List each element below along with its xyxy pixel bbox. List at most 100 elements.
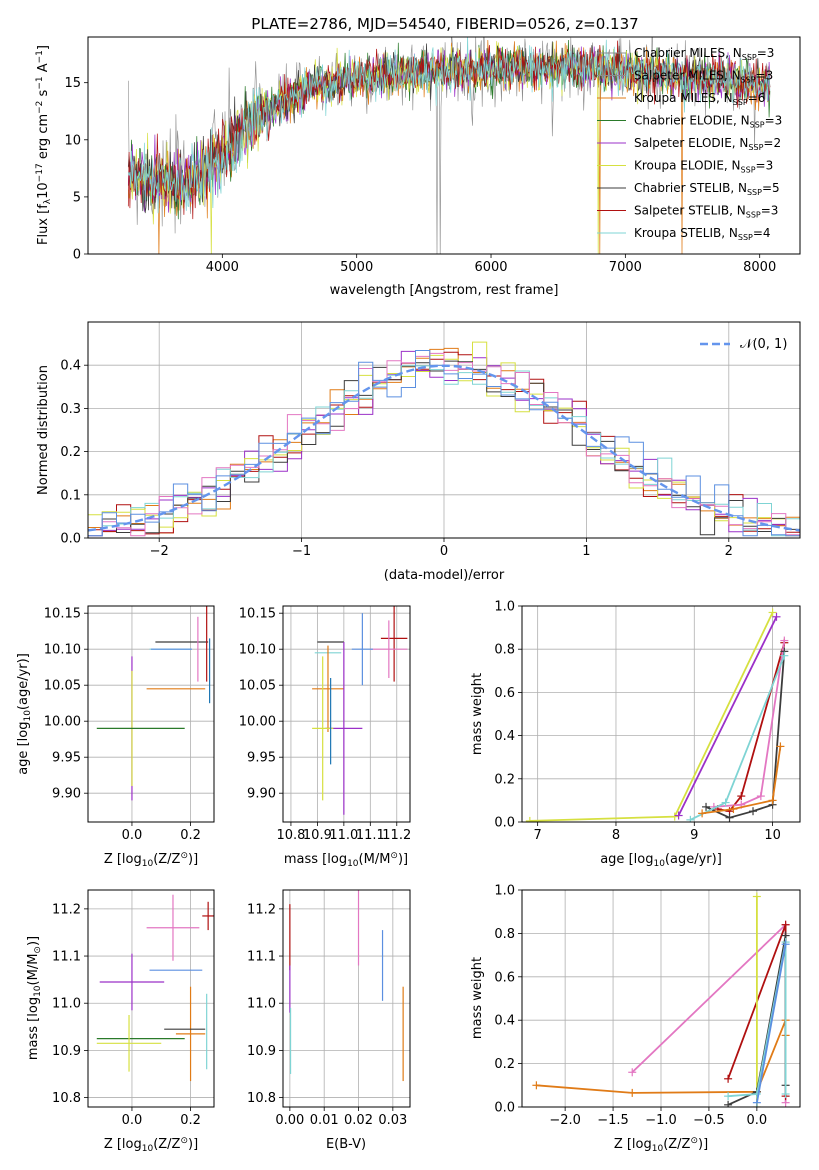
x-tick-label: 0.2 bbox=[180, 1113, 201, 1128]
plot-area-mass_vs_Z bbox=[96, 894, 214, 1082]
spectrum-ylabel-part: 10 bbox=[36, 182, 51, 199]
histogram-series bbox=[88, 350, 800, 537]
x-tick-label: 1 bbox=[582, 544, 590, 559]
age_vs_Z-xlabel-part: Z [log bbox=[104, 852, 142, 867]
spectrum-ylabel-part: −17 bbox=[35, 163, 45, 182]
legend-tail: =3 bbox=[757, 46, 775, 60]
x-tick-label: 8 bbox=[612, 828, 620, 843]
y-tick-label: 10.00 bbox=[44, 715, 81, 730]
x-tick-label: −1.5 bbox=[597, 1113, 629, 1128]
y-tick-label: 10.8 bbox=[52, 1091, 81, 1106]
plot-area-age_vs_Z bbox=[96, 606, 211, 801]
legend-tail: =2 bbox=[763, 136, 781, 150]
weight_vs_age-xlabel: age [log10(age/yr)] bbox=[600, 852, 722, 869]
legend-sub: SSP bbox=[741, 76, 756, 85]
mass_vs_Z-ylabel-part: ⊙ bbox=[33, 946, 43, 954]
spectrum-ylabel-part: λ bbox=[43, 198, 53, 204]
y-tick-label: 10.8 bbox=[247, 1091, 276, 1106]
weight-series-line bbox=[701, 746, 782, 815]
y-tick-label: 0.0 bbox=[494, 816, 515, 831]
x-tick-label: 7000 bbox=[609, 260, 642, 275]
x-tick-label: 0.01 bbox=[310, 1113, 339, 1128]
legend-tail: =6 bbox=[748, 91, 766, 105]
age_vs_mass-xlabel-part: mass [log bbox=[284, 852, 347, 867]
weight_vs_age-xlabel-part: 10 bbox=[653, 859, 665, 869]
x-tick-label: 10 bbox=[764, 828, 781, 843]
x-tick-label: 5000 bbox=[340, 260, 373, 275]
x-tick-label: 10.8 bbox=[276, 828, 305, 843]
age_vs_Z-ylabel-part: 10 bbox=[23, 710, 33, 722]
weight-series-line bbox=[728, 941, 787, 1098]
axes-frame bbox=[521, 605, 801, 823]
residuals-xlabel: (data-model)/error bbox=[384, 568, 505, 583]
spectrum-ylabel-part: −1 bbox=[35, 76, 45, 89]
x-tick-label: −1.0 bbox=[645, 1113, 677, 1128]
spectrum-ylabel-part: A bbox=[36, 63, 51, 76]
y-tick-label: 1.0 bbox=[494, 600, 515, 615]
y-tick-label: 11.2 bbox=[52, 902, 81, 917]
x-tick-label: 0.03 bbox=[378, 1113, 407, 1128]
legend-sub: SSP bbox=[741, 166, 756, 175]
weight_vs_age-xlabel-part: (age/yr)] bbox=[665, 852, 722, 867]
x-tick-label: 10.9 bbox=[303, 828, 332, 843]
mass_vs_Z-xlabel-part: ⊙ bbox=[180, 1136, 188, 1146]
mass_vs_Z-xlabel: Z [log10(Z/Z⊙)] bbox=[104, 1136, 198, 1154]
age_vs_Z-xlabel-part: (Z/Z bbox=[153, 852, 180, 867]
weight-series-line bbox=[756, 944, 787, 1103]
y-tick-label: 10.10 bbox=[239, 643, 276, 658]
legend-label: Salpeter MILES, N bbox=[634, 69, 741, 83]
y-tick-label: 11.2 bbox=[247, 902, 276, 917]
y-tick-label: 0.0 bbox=[60, 532, 81, 547]
y-tick-label: 5 bbox=[73, 190, 81, 205]
x-tick-label: −2 bbox=[150, 544, 169, 559]
y-tick-label: 0.0 bbox=[494, 1101, 515, 1116]
x-tick-label: −0.5 bbox=[693, 1113, 725, 1128]
age_vs_Z-xlabel-part: )] bbox=[188, 852, 198, 867]
x-tick-label: 6000 bbox=[474, 260, 507, 275]
y-tick-label: 0.3 bbox=[60, 402, 81, 417]
axes-frame bbox=[87, 36, 801, 255]
mass_vs_Z-ylabel-part: mass [log bbox=[26, 997, 41, 1060]
mass_vs_Z-xlabel-part: Z [log bbox=[104, 1137, 142, 1152]
y-tick-label: 10 bbox=[64, 133, 81, 148]
legend-entry: Kroupa STELIB, NSSP=4 bbox=[634, 226, 771, 242]
weight_vs_Z-xlabel: Z [log10(Z/Z⊙)] bbox=[614, 1136, 708, 1154]
axes-mass_vs_Z: 0.0 0.210.810.911.011.111.2Z [log10(Z/Z⊙)… bbox=[26, 889, 215, 1154]
axes-mass_vs_EBV: 0.00 0.01 0.02 0.03 10.8 10.9 11.0 11.1 11.2 E(B-… bbox=[247, 889, 411, 1152]
legend-entry: Salpeter STELIB, NSSP=3 bbox=[634, 204, 778, 220]
legend-label: Chabrier STELIB, N bbox=[634, 181, 747, 195]
y-tick-label: 0.4 bbox=[494, 729, 515, 744]
age_vs_mass-xlabel-part: 10 bbox=[347, 859, 359, 869]
weight_vs_Z-xlabel-part: )] bbox=[698, 1137, 708, 1152]
axes-frame bbox=[87, 889, 215, 1108]
mass_vs_Z-xlabel-part: )] bbox=[188, 1137, 198, 1152]
x-tick-label: 0.02 bbox=[344, 1113, 373, 1128]
legend-sub: SSP bbox=[733, 98, 748, 107]
x-tick-label: 7 bbox=[534, 828, 542, 843]
y-tick-label: 10.9 bbox=[52, 1044, 81, 1059]
y-tick-label: 0 bbox=[73, 248, 81, 263]
gaussian-curve bbox=[88, 364, 800, 532]
legend-entry: Chabrier STELIB, NSSP=5 bbox=[634, 181, 780, 197]
plot-area-weight_vs_age bbox=[525, 608, 789, 822]
y-tick-label: 0.6 bbox=[494, 686, 515, 701]
legend-sub: SSP bbox=[746, 211, 761, 220]
y-tick-label: 0.6 bbox=[494, 970, 515, 985]
age_vs_Z-xlabel-part: ⊙ bbox=[180, 851, 188, 861]
plot-area-mass_vs_EBV bbox=[289, 890, 404, 1082]
x-tick-label: −2.0 bbox=[549, 1113, 581, 1128]
x-tick-label: 9 bbox=[690, 828, 698, 843]
spectrum-xlabel: wavelength [Angstrom, rest frame] bbox=[330, 283, 559, 298]
age_vs_Z-ylabel-part: age [log bbox=[16, 722, 31, 775]
x-tick-label: 11.0 bbox=[329, 828, 358, 843]
age_vs_mass-xlabel-part: ⊙ bbox=[390, 851, 398, 861]
axes-frame bbox=[282, 605, 411, 823]
legend-sub: SSP bbox=[748, 143, 763, 152]
legend-label: Salpeter STELIB, N bbox=[634, 204, 746, 218]
y-tick-label: 1.0 bbox=[494, 884, 515, 899]
legend-tail: =3 bbox=[756, 69, 774, 83]
weight_vs_Z-xlabel-part: ⊙ bbox=[690, 1136, 698, 1146]
y-tick-label: 0.1 bbox=[60, 488, 81, 503]
